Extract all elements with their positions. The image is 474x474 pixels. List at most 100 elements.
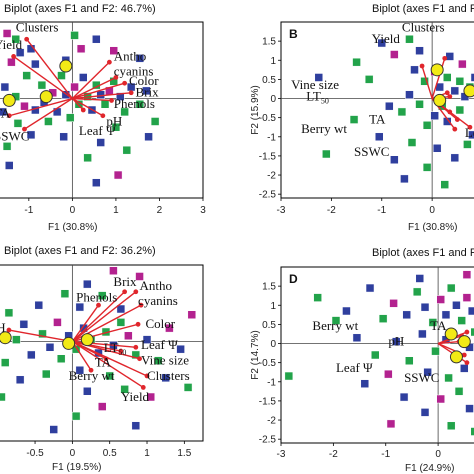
observation-point bbox=[450, 153, 460, 163]
observation-point bbox=[440, 180, 449, 189]
variable-label-text: Phenols bbox=[76, 289, 117, 304]
variable-label: Clusters bbox=[402, 20, 445, 35]
variable-label: cyanins bbox=[114, 64, 154, 79]
variable-label: TA bbox=[369, 111, 386, 126]
observation-point bbox=[455, 105, 465, 115]
observation-point bbox=[111, 122, 121, 132]
x-axis-label: F1 (30.8%) bbox=[48, 222, 97, 233]
observation-point bbox=[113, 170, 123, 180]
observation-point bbox=[468, 130, 474, 140]
observation-point bbox=[135, 272, 144, 281]
observation-point bbox=[415, 274, 425, 283]
observation-point bbox=[349, 115, 359, 124]
plot-frame bbox=[0, 264, 204, 442]
variable-label: Brix bbox=[136, 85, 160, 100]
observation-point bbox=[49, 425, 58, 434]
observation-point bbox=[176, 344, 185, 354]
observation-point bbox=[415, 46, 424, 55]
observation-point bbox=[97, 291, 107, 300]
observation-point bbox=[135, 100, 145, 109]
observation-point bbox=[458, 59, 467, 69]
x-tick-label: -2 bbox=[329, 449, 338, 460]
observation-point bbox=[422, 163, 432, 172]
observation-point bbox=[116, 318, 126, 327]
observation-point bbox=[445, 52, 455, 61]
variable-label-text: Color bbox=[129, 73, 159, 88]
variable-label: Brix bbox=[113, 274, 137, 289]
observation-point bbox=[146, 392, 155, 402]
observation-point bbox=[446, 421, 456, 431]
loading-vector bbox=[8, 329, 73, 343]
observation-point bbox=[446, 283, 456, 293]
observation-point bbox=[397, 107, 407, 117]
variable-label: TA bbox=[430, 318, 447, 333]
variable-label-text: Yield bbox=[372, 31, 401, 46]
loading-vector bbox=[71, 340, 144, 389]
variable-label-text: Clusters bbox=[16, 20, 59, 35]
x-axis-label: F1 (24.9%) bbox=[405, 463, 454, 474]
x-tick-label: 1 bbox=[144, 448, 150, 459]
variable-label: TA bbox=[95, 354, 112, 369]
variable-label-text: Antho bbox=[114, 48, 147, 63]
variable-label: Leaf Ψ bbox=[141, 337, 178, 352]
observation-point bbox=[391, 337, 401, 346]
y-tick-label: 1.5 bbox=[262, 37, 276, 48]
variable-label-text: SSWC bbox=[0, 129, 29, 144]
observation-point bbox=[44, 117, 53, 126]
loading-vector-tip bbox=[133, 289, 139, 295]
observation-point bbox=[131, 421, 141, 430]
x-tick-label: -0.5 bbox=[26, 448, 44, 459]
observation-point bbox=[150, 117, 160, 126]
y-tick-label: -1.5 bbox=[259, 151, 277, 162]
observation-point bbox=[2, 29, 12, 38]
observation-point bbox=[402, 310, 411, 320]
observation-point bbox=[57, 71, 66, 80]
panel-title: Biplot (axes F1 and F2: bbox=[372, 247, 474, 259]
observation-point bbox=[124, 331, 133, 341]
variable-label-text: TA bbox=[95, 354, 112, 369]
observation-point bbox=[467, 306, 474, 316]
loading-vector bbox=[71, 341, 92, 371]
plot-frame bbox=[0, 21, 204, 199]
variable-label-text: Vine size bbox=[291, 77, 339, 92]
variable-label: SSWC bbox=[0, 129, 29, 144]
x-tick-label: -1 bbox=[24, 205, 33, 216]
observation-point bbox=[122, 145, 132, 155]
variable-label: Clusters bbox=[147, 368, 190, 383]
observation-point bbox=[342, 306, 351, 316]
observation-point bbox=[70, 31, 79, 40]
x-tick-label: 1 bbox=[113, 205, 119, 216]
y-tick-label: 0.5 bbox=[262, 75, 276, 86]
observation-point bbox=[97, 402, 107, 411]
observation-point bbox=[443, 73, 452, 82]
loading-vector-tip bbox=[138, 302, 144, 308]
observation-point bbox=[100, 100, 110, 109]
observation-point bbox=[142, 86, 151, 96]
observation-point bbox=[331, 316, 341, 325]
loading-vector bbox=[72, 82, 125, 100]
observation-point bbox=[386, 419, 396, 429]
observation-point bbox=[75, 365, 85, 375]
observation-point bbox=[15, 375, 25, 385]
observation-point bbox=[53, 318, 62, 327]
loading-vector-tip bbox=[452, 126, 458, 132]
variable-label-text: Berry wt bbox=[301, 121, 347, 136]
group-centroid bbox=[444, 327, 458, 341]
loading-vector-tip bbox=[6, 113, 12, 119]
observation-point bbox=[116, 304, 126, 314]
observation-point bbox=[431, 346, 440, 356]
observation-point bbox=[470, 327, 474, 337]
observation-point bbox=[161, 373, 170, 383]
panel-title: Biplot (axes F1 and F2: 46.7%) bbox=[4, 3, 156, 15]
observation-point bbox=[407, 138, 417, 147]
loading-vector bbox=[72, 76, 117, 100]
observation-point bbox=[75, 302, 85, 312]
loading-vector-tip bbox=[442, 55, 448, 61]
observation-point bbox=[415, 100, 424, 109]
variable-label: SSWC bbox=[354, 144, 389, 159]
loading-vector bbox=[9, 97, 73, 117]
variable-label: Berry wt bbox=[69, 368, 115, 383]
observation-point bbox=[0, 358, 10, 367]
observation-point bbox=[443, 117, 452, 126]
